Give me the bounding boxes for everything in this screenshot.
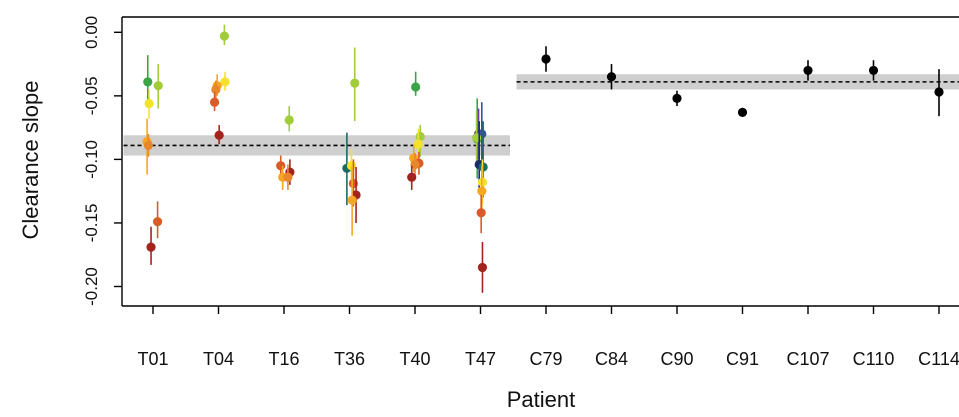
point-C84-42 (606, 64, 617, 90)
y-tick-label: -0.15 (82, 204, 101, 243)
data-point (350, 78, 360, 88)
data-point (407, 172, 417, 182)
point-T01-6 (146, 226, 156, 265)
data-points (142, 24, 944, 293)
point-T40-24 (411, 71, 421, 96)
data-point (220, 77, 230, 87)
x-tick-label: T16 (268, 349, 299, 369)
point-T16-13 (284, 106, 294, 132)
point-C79-41 (541, 46, 551, 72)
x-tick-label: T36 (334, 349, 365, 369)
point-T04-7 (219, 24, 229, 46)
data-point (219, 31, 229, 41)
data-point (737, 107, 748, 117)
data-point (476, 208, 486, 218)
point-C110-46 (868, 60, 879, 81)
data-point (143, 140, 154, 151)
data-point (934, 87, 944, 97)
point-T01-1 (153, 64, 163, 109)
point-T04-11 (209, 92, 220, 112)
point-T01-0 (143, 55, 153, 107)
point-T16-17 (283, 164, 293, 190)
x-tick-label: T47 (465, 349, 496, 369)
data-point (284, 115, 294, 125)
data-point (672, 93, 682, 103)
point-T01-4 (143, 133, 154, 157)
point-C91-44 (737, 107, 748, 117)
group-mean-bands (123, 74, 959, 156)
point-T47-39 (476, 194, 486, 234)
x-tick-label: C107 (786, 349, 829, 369)
x-tick-label: C84 (595, 349, 628, 369)
point-T04-10 (211, 80, 221, 101)
data-point (214, 130, 224, 140)
point-C114-47 (934, 69, 944, 117)
point-C90-43 (672, 90, 682, 107)
point-T36-18 (350, 47, 360, 122)
data-point (410, 159, 420, 170)
x-tick-label: C110 (853, 349, 895, 369)
y-tick-label: -0.05 (82, 76, 101, 115)
x-tick-label: T01 (137, 349, 168, 369)
data-point (283, 172, 293, 182)
data-point (606, 72, 617, 82)
x-tick-label: T04 (203, 349, 234, 369)
point-T01-2 (144, 89, 154, 119)
x-tick-label: T40 (399, 349, 430, 369)
x-tick-label: C79 (529, 349, 562, 369)
data-point (868, 65, 879, 76)
x-tick-label: C114 (918, 349, 959, 369)
y-axis-label: Clearance slope (18, 81, 43, 240)
y-tick-label: -0.10 (82, 140, 101, 179)
x-axis-label: Patient (507, 387, 576, 412)
data-point (477, 186, 487, 196)
point-T36-23 (347, 165, 357, 236)
point-T04-8 (220, 71, 230, 91)
point-T04-12 (214, 125, 224, 145)
data-point (153, 81, 163, 91)
data-point (411, 82, 421, 92)
data-point (477, 262, 488, 273)
data-point (146, 242, 156, 252)
data-point (144, 98, 154, 109)
point-T40-30 (407, 165, 417, 190)
axes: 0.00 -0.05 -0.10 -0.15 -0.20 T01 T04 T16 T36 T40 T… (82, 16, 959, 369)
data-point (211, 84, 221, 95)
data-point (541, 54, 551, 64)
x-tick-label: C90 (660, 349, 693, 369)
data-point (209, 97, 220, 107)
point-C107-45 (803, 60, 813, 81)
data-point (276, 161, 286, 171)
point-T47-40 (477, 242, 488, 293)
mean-band-C (516, 74, 959, 90)
data-point (347, 195, 357, 205)
point-T01-5 (152, 201, 163, 239)
x-tick-label: C91 (726, 349, 759, 369)
data-point (413, 139, 423, 149)
data-point (803, 65, 813, 76)
data-point (143, 77, 153, 87)
data-point (152, 217, 163, 227)
y-tick-label: 0.00 (82, 16, 101, 49)
y-tick-label: -0.20 (82, 267, 101, 306)
